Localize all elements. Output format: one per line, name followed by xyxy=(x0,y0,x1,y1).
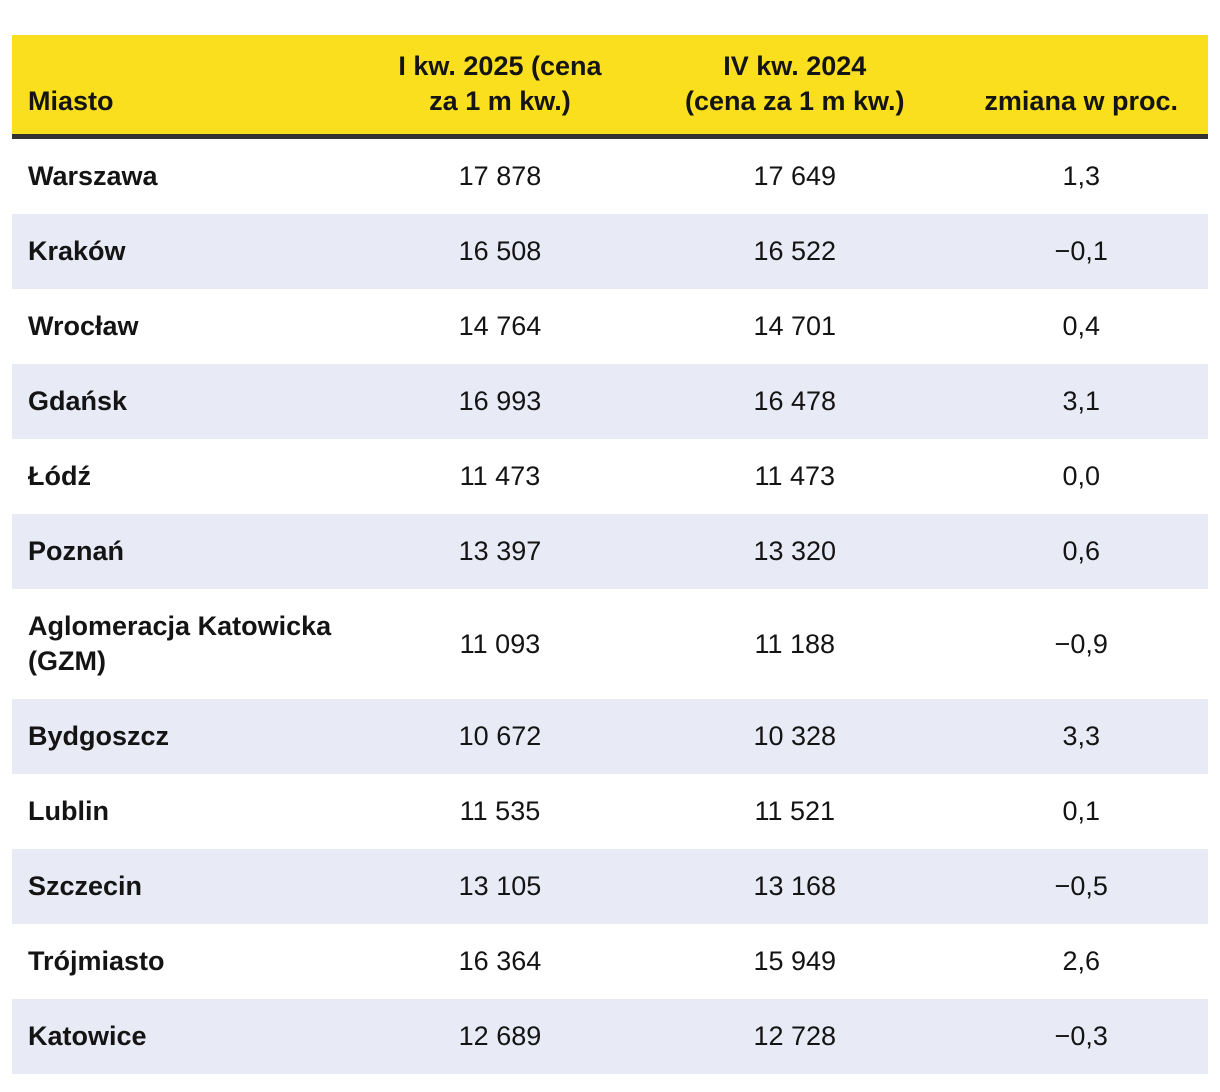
cell-change: 3,1 xyxy=(1062,386,1100,416)
table-row: Bydgoszcz 10 672 10 328 3,3 xyxy=(12,699,1208,774)
cell-q4-2024: 11 521 xyxy=(754,796,836,826)
table-row: Wrocław 14 764 14 701 0,4 xyxy=(12,289,1208,364)
table-header: Miasto I kw. 2025 (cena za 1 m kw.) IV k… xyxy=(12,35,1208,139)
cell-q1-2025: 13 105 xyxy=(458,871,542,901)
cell-q1-2025: 16 364 xyxy=(458,946,542,976)
cell-city: Poznań xyxy=(28,536,125,566)
housing-prices-table: Miasto I kw. 2025 (cena za 1 m kw.) IV k… xyxy=(12,35,1208,1074)
cell-change: 1,3 xyxy=(1062,161,1100,191)
cell-city: Bydgoszcz xyxy=(28,721,170,751)
cell-change: 0,0 xyxy=(1062,461,1100,491)
column-header-q1-2025: I kw. 2025 (cena za 1 m kw.) xyxy=(364,35,636,139)
cell-q4-2024: 11 188 xyxy=(754,628,836,659)
table-row: Szczecin 13 105 13 168 −0,5 xyxy=(12,849,1208,924)
cell-q4-2024: 13 168 xyxy=(753,871,837,901)
cell-city: Wrocław xyxy=(28,311,139,341)
table-row: Warszawa 17 878 17 649 1,3 xyxy=(12,137,1208,215)
cell-q4-2024: 16 478 xyxy=(753,386,837,416)
cell-city: Łódź xyxy=(28,461,91,491)
cell-q4-2024: 16 522 xyxy=(753,236,837,266)
cell-change: 0,4 xyxy=(1062,311,1100,341)
column-header-zmiana: zmiana w proc. xyxy=(954,35,1208,139)
cell-q1-2025: 12 689 xyxy=(458,1021,542,1051)
cell-q4-2024: 14 701 xyxy=(753,311,837,341)
cell-change: 0,6 xyxy=(1062,536,1100,566)
cell-city: Szczecin xyxy=(28,871,143,901)
column-header-miasto: Miasto xyxy=(12,35,365,139)
cell-q1-2025: 16 993 xyxy=(458,386,542,416)
cell-city: Gdańsk xyxy=(28,386,128,416)
cell-q1-2025: 11 535 xyxy=(459,796,541,826)
table-row: Kraków 16 508 16 522 −0,1 xyxy=(12,214,1208,289)
cell-change: −0,9 xyxy=(1054,628,1108,659)
cell-change: 2,6 xyxy=(1062,946,1100,976)
cell-q4-2024: 11 473 xyxy=(754,461,836,491)
table-body: Warszawa 17 878 17 649 1,3 Kraków 16 508… xyxy=(12,137,1208,1074)
cell-city: Warszawa xyxy=(28,161,158,191)
cell-city: Kraków xyxy=(28,236,126,266)
table-row: Poznań 13 397 13 320 0,6 xyxy=(12,514,1208,589)
cell-city: Trójmiasto xyxy=(28,946,165,976)
cell-q1-2025: 14 764 xyxy=(458,311,542,341)
table-row: Aglomeracja Katowicka (GZM) 11 093 11 18… xyxy=(12,589,1208,699)
cell-q4-2024: 10 328 xyxy=(753,721,837,751)
cell-q1-2025: 16 508 xyxy=(458,236,542,266)
cell-q4-2024: 17 649 xyxy=(753,161,837,191)
cell-q4-2024: 12 728 xyxy=(753,1021,837,1051)
table-row: Gdańsk 16 993 16 478 3,1 xyxy=(12,364,1208,439)
header-row: Miasto I kw. 2025 (cena za 1 m kw.) IV k… xyxy=(12,35,1208,139)
cell-change: −0,3 xyxy=(1054,1021,1108,1051)
cell-q1-2025: 13 397 xyxy=(458,536,542,566)
cell-city: Aglomeracja Katowicka (GZM) xyxy=(28,611,332,676)
table-row: Lublin 11 535 11 521 0,1 xyxy=(12,774,1208,849)
cell-change: 0,1 xyxy=(1062,796,1100,826)
cell-city: Lublin xyxy=(28,796,109,826)
cell-q4-2024: 15 949 xyxy=(753,946,837,976)
table-row: Katowice 12 689 12 728 −0,3 xyxy=(12,999,1208,1074)
cell-change: 3,3 xyxy=(1062,721,1100,751)
cell-q1-2025: 11 473 xyxy=(459,461,541,491)
cell-q1-2025: 17 878 xyxy=(458,161,542,191)
cell-q4-2024: 13 320 xyxy=(753,536,837,566)
cell-q1-2025: 10 672 xyxy=(458,721,542,751)
cell-q1-2025: 11 093 xyxy=(459,628,541,659)
cell-change: −0,1 xyxy=(1054,236,1108,266)
column-header-q4-2024: IV kw. 2024 (cena za 1 m kw.) xyxy=(635,35,955,139)
table-row: Łódź 11 473 11 473 0,0 xyxy=(12,439,1208,514)
table-row: Trójmiasto 16 364 15 949 2,6 xyxy=(12,924,1208,999)
cell-city: Katowice xyxy=(28,1021,147,1051)
cell-change: −0,5 xyxy=(1054,871,1108,901)
